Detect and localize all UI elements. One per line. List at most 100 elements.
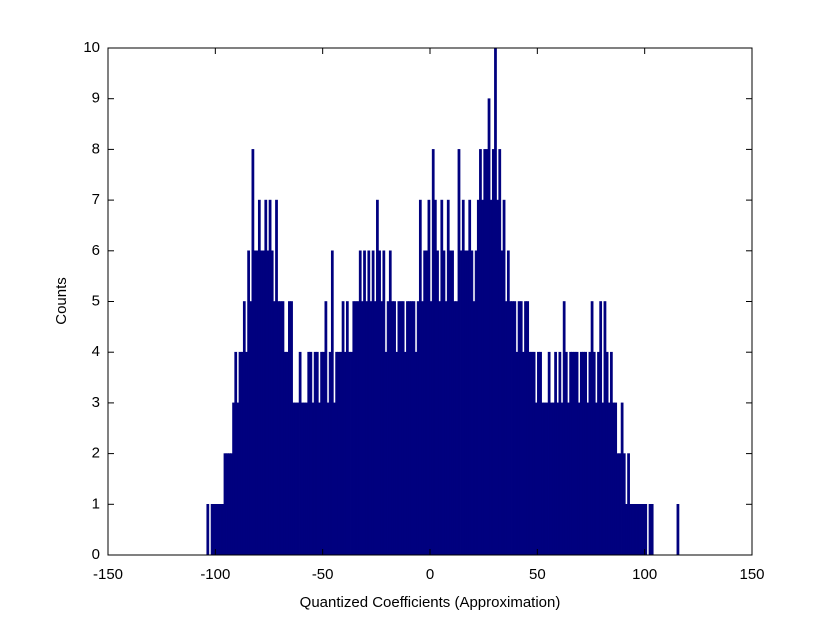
bar [474, 250, 478, 556]
bar [459, 250, 463, 556]
bar [552, 402, 555, 556]
bar [412, 301, 416, 556]
bar [391, 301, 394, 556]
bar [485, 149, 489, 556]
bar [245, 351, 248, 556]
x-tick-label: 0 [426, 566, 434, 583]
bar [676, 503, 680, 556]
bar [431, 149, 435, 556]
bar [614, 402, 618, 556]
bar [371, 250, 375, 556]
bar [517, 301, 521, 556]
bar [369, 301, 373, 556]
bar [592, 351, 596, 556]
bar [281, 301, 285, 556]
bar [277, 301, 281, 556]
bar [335, 351, 338, 556]
bar [506, 250, 510, 556]
y-tick-label: 10 [83, 39, 100, 56]
bar [483, 149, 487, 556]
bar [217, 503, 220, 556]
bar [380, 301, 384, 556]
bar [268, 199, 272, 556]
bar [436, 250, 439, 556]
bar [378, 250, 381, 556]
bar [240, 351, 244, 556]
bar [328, 351, 332, 556]
bar [579, 351, 583, 556]
bar [513, 301, 517, 556]
bar [311, 402, 315, 556]
bar [472, 301, 476, 556]
bar [530, 351, 534, 556]
bar [622, 453, 626, 556]
bar [648, 503, 652, 556]
bar [418, 199, 422, 556]
bar [223, 453, 227, 556]
bar [491, 149, 495, 556]
bar [206, 503, 210, 556]
bar [399, 301, 403, 556]
bar [386, 301, 390, 556]
bar [367, 250, 371, 556]
bar [522, 351, 525, 556]
bar [234, 351, 238, 556]
bar [361, 301, 364, 556]
y-tick-label: 5 [92, 292, 100, 309]
bar [511, 301, 515, 556]
bar [539, 351, 542, 556]
bar [313, 351, 317, 556]
bar [283, 351, 287, 556]
bar [509, 301, 512, 556]
bar [588, 351, 592, 556]
bar [453, 301, 457, 556]
bar [464, 250, 467, 556]
bar [416, 301, 420, 556]
bar [575, 351, 579, 556]
bar [292, 402, 296, 556]
bar [449, 250, 452, 556]
bar [537, 351, 540, 556]
y-tick-label: 4 [92, 343, 100, 360]
bar [343, 351, 347, 556]
bar [577, 402, 581, 556]
bar [232, 402, 235, 556]
bar [489, 199, 493, 556]
bar [637, 503, 641, 556]
bar [212, 503, 216, 556]
bar [564, 351, 568, 556]
bar [253, 250, 257, 556]
bar [350, 351, 354, 556]
bar [582, 351, 585, 556]
bar [433, 199, 437, 556]
y-tick-label: 0 [92, 546, 100, 563]
bar [560, 402, 564, 556]
bar [631, 503, 635, 556]
bar [365, 301, 369, 556]
bar [227, 453, 231, 556]
bar [397, 301, 401, 556]
bar [594, 402, 598, 556]
bar [496, 199, 499, 556]
bar [627, 453, 630, 556]
bar [376, 199, 379, 556]
bar [479, 149, 482, 556]
bar [421, 301, 424, 556]
bar [590, 301, 594, 556]
bar [337, 351, 341, 556]
bar [262, 250, 266, 556]
bar [642, 503, 645, 556]
bar [554, 351, 557, 556]
y-tick-label: 9 [92, 90, 100, 107]
bar [534, 402, 538, 556]
bar [487, 98, 491, 556]
bar [230, 453, 233, 556]
bar [440, 199, 444, 556]
bar [494, 47, 497, 556]
bar [468, 199, 472, 556]
bar [221, 503, 225, 556]
y-tick-label: 8 [92, 140, 100, 157]
bar [303, 402, 306, 556]
bar [266, 250, 270, 556]
